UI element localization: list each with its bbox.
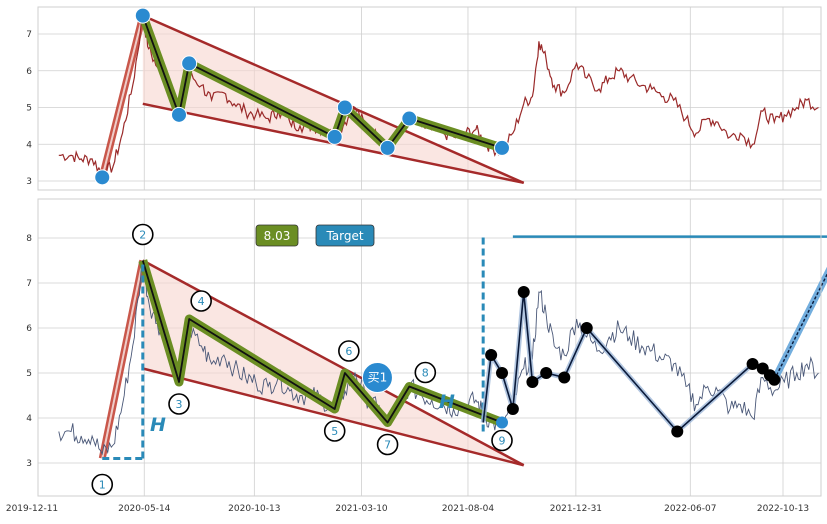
bottom-y-tick-label: 3 — [26, 459, 32, 469]
h-label-left: H — [150, 414, 166, 436]
x-tick-label: 2019-12-11 — [6, 504, 58, 514]
bottom-panel: 3 4 5 6 7 8 2019-12-11 2020-05-14 2020-10-13 202… — [6, 198, 827, 514]
top-pattern-point — [134, 7, 151, 24]
top-panel-frame — [37, 6, 822, 191]
top-pattern-point — [379, 139, 396, 156]
zigzag-point — [540, 367, 553, 379]
bottom-channel-lower — [142, 367, 525, 467]
pattern-label-number: 4 — [198, 295, 205, 308]
zigzag-point — [580, 322, 593, 334]
zigzag-point — [517, 286, 530, 298]
x-tick-label: 2022-10-13 — [757, 504, 809, 514]
pattern-label-circle — [376, 433, 399, 456]
bottom-zigzag-line — [141, 260, 503, 424]
price-badge: 8.03 — [255, 224, 299, 247]
target-badge-box — [315, 224, 375, 247]
pattern-label-circle — [91, 473, 114, 496]
price-badge-label: 8.03 — [264, 229, 291, 243]
pattern-label-circle — [190, 290, 212, 312]
bottom-y-tick-label: 6 — [26, 324, 32, 334]
top-points — [94, 7, 511, 186]
target-badge-label: Target — [325, 229, 363, 243]
top-impulse-highlight — [101, 15, 144, 178]
x-tick-label: 2021-03-10 — [335, 504, 388, 514]
buy-marker-label: 买1 — [368, 371, 388, 385]
top-y-tick-label: 5 — [26, 104, 32, 114]
pattern-label-circle — [168, 393, 190, 415]
h-label-right: H — [439, 391, 455, 413]
pattern-label-circle — [414, 361, 437, 384]
top-y-tick-label: 3 — [26, 177, 32, 187]
top-pattern-point — [181, 55, 198, 72]
zigzag-point — [558, 371, 571, 384]
x-tick-label: 2020-10-13 — [228, 504, 280, 514]
pattern-label-number: 6 — [345, 345, 352, 358]
breakout-point — [496, 416, 509, 429]
top-y-tick-label: 6 — [26, 67, 32, 77]
pattern-label-number: 9 — [499, 435, 506, 448]
target-leg-line — [773, 273, 827, 381]
pattern-label-circle — [491, 429, 513, 452]
zigzag-point — [671, 425, 684, 438]
pattern-label-number: 1 — [99, 479, 106, 492]
bottom-y-tick-label: 5 — [26, 369, 32, 379]
bottom-panel-frame — [37, 198, 822, 497]
target-badge: Target — [315, 224, 375, 247]
x-tick-label: 2020-05-14 — [118, 504, 171, 514]
x-tick-label: 2021-08-04 — [442, 504, 495, 514]
bottom-impulse-highlight — [101, 260, 144, 459]
bottom-y-tick-label: 8 — [26, 234, 32, 244]
zigzag-point — [768, 373, 781, 386]
x-tick-label: 2021-12-31 — [550, 504, 602, 514]
zigzag-point — [496, 367, 509, 379]
top-y-tick-label: 7 — [26, 30, 32, 40]
zigzag-point — [506, 403, 519, 415]
top-pattern-point — [171, 106, 188, 123]
bottom-y-ticks: 3 4 5 6 7 8 — [26, 234, 32, 469]
pattern-label-number: 8 — [422, 367, 429, 380]
x-tick-label: 2022-06-07 — [664, 504, 716, 514]
price-badge-box — [255, 224, 299, 247]
top-y-ticks: 3 4 5 6 7 — [26, 30, 32, 187]
top-pattern-point — [494, 139, 511, 156]
top-pattern-point — [94, 169, 111, 186]
pattern-label-number: 3 — [176, 398, 183, 411]
bottom-x-ticks: 2019-12-11 2020-05-14 2020-10-13 2021-03-10… — [6, 504, 809, 514]
bottom-y-tick-label: 4 — [26, 414, 32, 424]
top-pattern-point — [326, 128, 343, 145]
pattern-label-circle — [338, 340, 360, 362]
bottom-y-tick-label: 7 — [26, 279, 32, 289]
bottom-pattern — [138, 259, 504, 427]
top-panel: 3 4 5 6 7 — [26, 6, 822, 191]
target-projection — [102, 235, 827, 460]
zigzag-point — [526, 376, 539, 388]
top-pattern-point — [401, 110, 418, 127]
buy-marker — [361, 362, 393, 393]
top-channel — [98, 14, 525, 185]
pattern-label-number: 5 — [331, 425, 338, 438]
pattern-label-circle — [323, 420, 346, 442]
pattern-labels: 1 2 3 4 5 6 7 8 9 买1 — [91, 223, 513, 496]
bottom-zigzag — [480, 266, 827, 438]
zigzag-point — [746, 358, 759, 370]
top-y-tick-label: 4 — [26, 140, 32, 150]
pattern-label-circle — [132, 223, 154, 246]
pattern-label-number: 2 — [139, 229, 146, 242]
top-pattern-point — [336, 99, 353, 116]
top-channel-upper — [142, 14, 525, 184]
pattern-label-number: 7 — [384, 439, 391, 452]
zigzag-point — [485, 349, 498, 361]
